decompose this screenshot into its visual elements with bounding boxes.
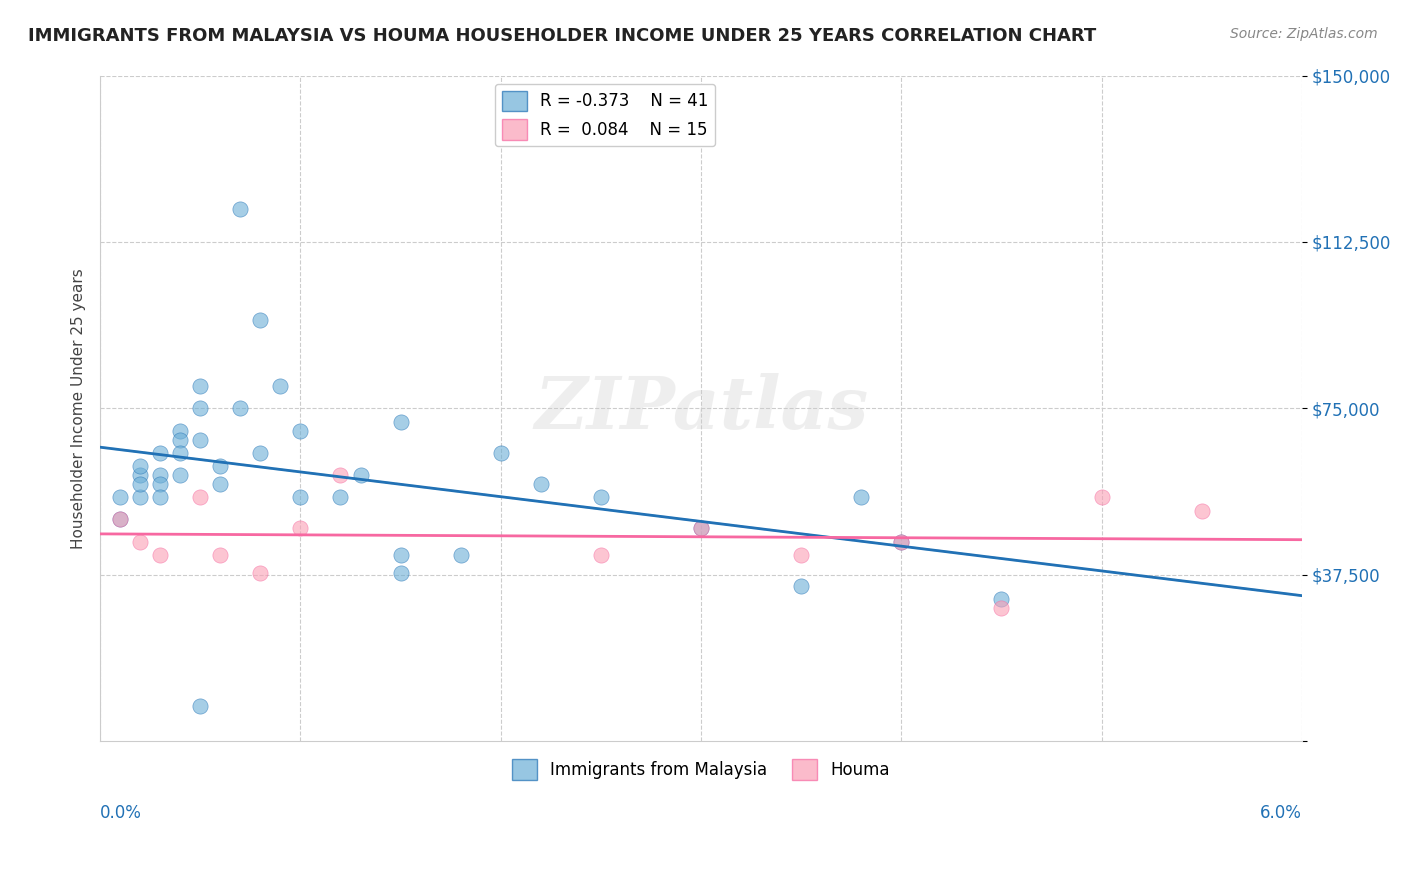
Point — [329, 468, 352, 483]
Point — [188, 433, 211, 447]
Point — [690, 521, 713, 535]
Point — [589, 490, 612, 504]
Point — [589, 548, 612, 562]
Point — [169, 446, 191, 460]
Point — [389, 566, 412, 580]
Point — [129, 468, 152, 483]
Point — [129, 534, 152, 549]
Point — [108, 512, 131, 526]
Point — [188, 490, 211, 504]
Text: IMMIGRANTS FROM MALAYSIA VS HOUMA HOUSEHOLDER INCOME UNDER 25 YEARS CORRELATION : IMMIGRANTS FROM MALAYSIA VS HOUMA HOUSEH… — [28, 27, 1097, 45]
Point — [389, 548, 412, 562]
Point — [229, 202, 252, 216]
Point — [249, 446, 271, 460]
Point — [1191, 503, 1213, 517]
Point — [349, 468, 371, 483]
Point — [489, 446, 512, 460]
Point — [209, 459, 232, 474]
Point — [188, 698, 211, 713]
Point — [169, 433, 191, 447]
Point — [290, 490, 312, 504]
Point — [890, 534, 912, 549]
Point — [188, 379, 211, 393]
Y-axis label: Householder Income Under 25 years: Householder Income Under 25 years — [72, 268, 86, 549]
Point — [990, 592, 1012, 607]
Point — [188, 401, 211, 416]
Point — [1091, 490, 1114, 504]
Point — [249, 566, 271, 580]
Point — [169, 468, 191, 483]
Point — [290, 424, 312, 438]
Point — [389, 415, 412, 429]
Point — [209, 477, 232, 491]
Point — [790, 548, 813, 562]
Point — [108, 490, 131, 504]
Point — [290, 521, 312, 535]
Point — [450, 548, 472, 562]
Point — [169, 424, 191, 438]
Point — [108, 512, 131, 526]
Text: Source: ZipAtlas.com: Source: ZipAtlas.com — [1230, 27, 1378, 41]
Point — [329, 490, 352, 504]
Text: 6.0%: 6.0% — [1260, 804, 1302, 822]
Point — [129, 477, 152, 491]
Point — [149, 490, 172, 504]
Point — [209, 548, 232, 562]
Point — [851, 490, 873, 504]
Text: 0.0%: 0.0% — [100, 804, 142, 822]
Point — [790, 579, 813, 593]
Point — [269, 379, 291, 393]
Point — [149, 548, 172, 562]
Legend: Immigrants from Malaysia, Houma: Immigrants from Malaysia, Houma — [505, 753, 897, 787]
Point — [129, 490, 152, 504]
Point — [690, 521, 713, 535]
Text: ZIPatlas: ZIPatlas — [534, 373, 868, 444]
Point — [149, 468, 172, 483]
Point — [129, 459, 152, 474]
Point — [149, 446, 172, 460]
Point — [990, 601, 1012, 615]
Point — [890, 534, 912, 549]
Point — [249, 312, 271, 326]
Point — [229, 401, 252, 416]
Point — [149, 477, 172, 491]
Point — [530, 477, 553, 491]
